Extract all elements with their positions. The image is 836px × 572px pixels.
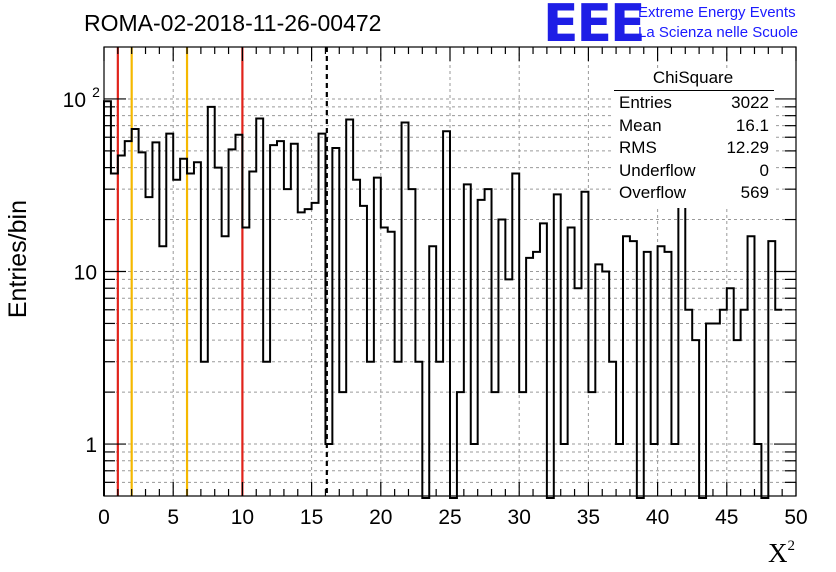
stats-label: Entries — [619, 93, 672, 112]
marker-lines — [116, 47, 328, 496]
logo-text-line1: Extreme Energy Events — [638, 4, 796, 21]
y-tick-labels: 1 10 10 2 — [63, 84, 100, 457]
logo-text-line2: La Scienza nelle Scuole — [638, 24, 799, 41]
x-tick-label: 45 — [715, 506, 738, 529]
y-tick-label: 10 — [63, 89, 86, 112]
x-tick-label: 20 — [369, 506, 392, 529]
eee-logo: EEE — [543, 0, 646, 54]
x-tick-label: 0 — [98, 506, 110, 529]
stats-title: ChiSquare — [652, 68, 734, 87]
x-tick-label: 25 — [438, 506, 461, 529]
x-axis-title-superscript: 2 — [787, 538, 796, 554]
histogram-series — [103, 100, 783, 499]
stats-label: Underflow — [619, 161, 696, 180]
stats-value: 569 — [740, 183, 769, 202]
stats-label: Mean — [619, 116, 662, 135]
stats-row-entries: Entries 3022 — [619, 93, 769, 115]
y-tick-label: 1 — [85, 434, 97, 457]
x-tick-label: 40 — [646, 506, 669, 529]
y-axis-title-text: Entries/bin — [4, 200, 32, 319]
x-axis-title: X2 — [768, 538, 795, 569]
x-tick-labels: 0 5 10 15 20 25 30 35 40 45 50 — [98, 506, 808, 529]
stats-row-overflow: Overflow 569 — [619, 183, 769, 205]
stats-box: ChiSquare Entries 3022 Mean 16.1 RMS 12.… — [611, 68, 775, 208]
axis-ticks — [103, 47, 797, 496]
stats-divider — [614, 90, 774, 91]
x-tick-label: 15 — [300, 506, 323, 529]
x-axis-title-text: X — [768, 538, 788, 568]
x-tick-label: 50 — [784, 506, 807, 529]
stats-value: 16.1 — [735, 116, 769, 135]
stats-label: Overflow — [619, 183, 687, 202]
stats-label: RMS — [619, 138, 657, 157]
y-tick-label-exponent: 2 — [92, 84, 100, 100]
y-tick-label: 10 — [74, 262, 97, 285]
x-tick-label: 10 — [231, 506, 254, 529]
x-tick-label: 35 — [577, 506, 600, 529]
stats-row-rms: RMS 12.29 — [619, 138, 769, 160]
stats-value: 0 — [759, 161, 769, 180]
x-tick-label: 30 — [508, 506, 531, 529]
x-tick-label: 5 — [167, 506, 179, 529]
stats-row-mean: Mean 16.1 — [619, 116, 769, 138]
chart-title: ROMA-02-2018-11-26-00472 — [84, 10, 382, 36]
stats-value: 3022 — [731, 93, 769, 112]
stats-value: 12.29 — [726, 138, 769, 157]
stats-row-underflow: Underflow 0 — [619, 161, 769, 183]
